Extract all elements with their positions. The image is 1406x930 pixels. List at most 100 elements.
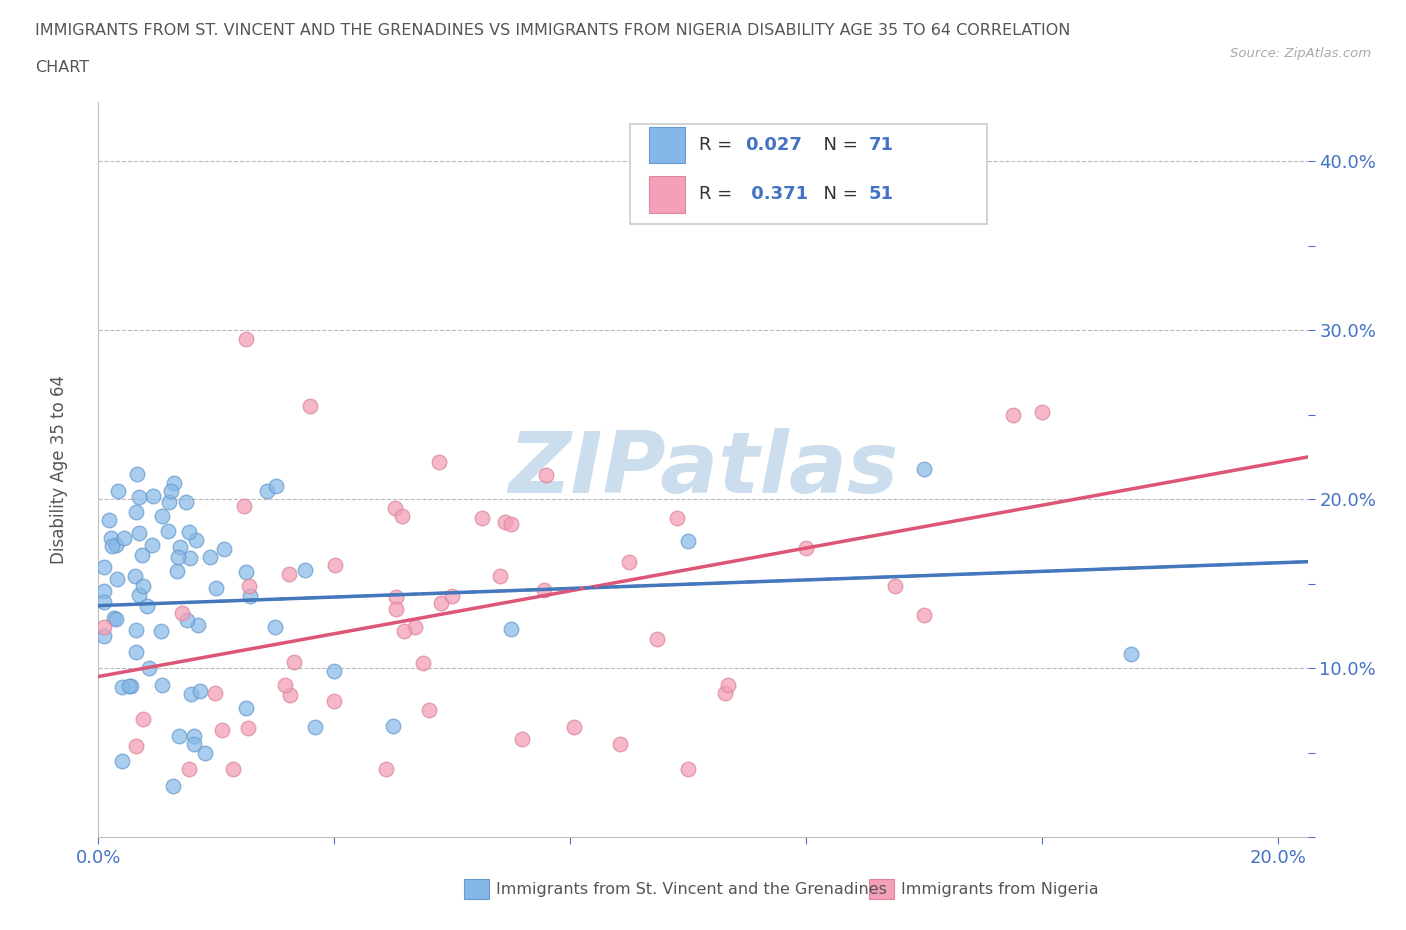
Point	[177, 762, 200, 777]
Point	[375, 762, 398, 777]
Text: R =: R =	[699, 185, 738, 203]
Point	[100, 530, 122, 545]
Point	[912, 461, 935, 476]
Point	[501, 622, 523, 637]
Text: Source: ZipAtlas.com: Source: ZipAtlas.com	[1230, 46, 1371, 60]
Bar	[648, 126, 685, 164]
Point	[150, 509, 173, 524]
Point	[264, 619, 287, 634]
Point	[665, 511, 688, 525]
Point	[678, 533, 700, 548]
Point	[323, 663, 346, 678]
Point	[533, 583, 555, 598]
Point	[1031, 405, 1053, 419]
Point	[110, 680, 132, 695]
Point	[645, 631, 668, 646]
Point	[382, 719, 405, 734]
Point	[93, 629, 115, 644]
Point	[304, 720, 326, 735]
Point	[142, 488, 165, 503]
Point	[239, 589, 262, 604]
Point	[678, 762, 700, 777]
Point	[912, 607, 935, 622]
Point	[222, 762, 245, 777]
Point	[128, 489, 150, 504]
Text: Immigrants from Nigeria: Immigrants from Nigeria	[901, 882, 1099, 897]
Point	[385, 590, 408, 604]
Point	[323, 558, 346, 573]
Point	[441, 589, 464, 604]
Point	[105, 572, 128, 587]
Point	[125, 738, 148, 753]
Text: 51: 51	[869, 185, 894, 203]
Point	[93, 559, 115, 574]
Point	[93, 594, 115, 609]
Point	[172, 605, 194, 620]
Point	[176, 613, 198, 628]
Point	[212, 542, 235, 557]
Text: 0.371: 0.371	[745, 185, 808, 203]
Point	[163, 476, 186, 491]
Point	[194, 745, 217, 760]
Point	[510, 732, 533, 747]
Point	[204, 686, 226, 701]
Text: Immigrants from St. Vincent and the Grenadines: Immigrants from St. Vincent and the Gren…	[496, 882, 887, 897]
Bar	[648, 176, 685, 213]
Point	[103, 610, 125, 625]
Point	[111, 753, 134, 768]
Point	[273, 678, 295, 693]
Point	[264, 479, 287, 494]
Point	[211, 723, 233, 737]
Point	[186, 533, 208, 548]
Bar	[464, 879, 489, 899]
Point	[322, 694, 344, 709]
Point	[156, 524, 179, 538]
Point	[141, 538, 163, 552]
Point	[124, 568, 146, 583]
Point	[256, 484, 278, 498]
Point	[394, 624, 416, 639]
Point	[278, 688, 301, 703]
Point	[160, 484, 183, 498]
Point	[93, 584, 115, 599]
Point	[166, 564, 188, 578]
Point	[198, 550, 221, 565]
Point	[125, 504, 148, 519]
Point	[714, 686, 737, 701]
Point	[125, 622, 148, 637]
Point	[534, 467, 557, 482]
Point	[183, 728, 205, 743]
Point	[205, 580, 228, 595]
Point	[233, 498, 256, 513]
Point	[294, 563, 316, 578]
Bar	[869, 879, 894, 899]
Point	[179, 551, 201, 565]
Text: 0.027: 0.027	[745, 136, 803, 153]
Point	[138, 661, 160, 676]
Point	[794, 540, 817, 555]
Text: N =: N =	[811, 136, 863, 153]
Point	[132, 711, 155, 726]
Point	[132, 578, 155, 593]
Point	[716, 678, 738, 693]
Point	[238, 578, 260, 593]
Point	[177, 525, 200, 539]
Point	[187, 618, 209, 632]
Point	[188, 684, 211, 698]
Point	[235, 565, 257, 579]
Point	[125, 644, 148, 659]
Point	[107, 484, 129, 498]
Point	[418, 703, 440, 718]
Point	[127, 467, 149, 482]
Text: N =: N =	[811, 185, 863, 203]
Point	[136, 599, 159, 614]
Point	[299, 399, 322, 414]
Point	[609, 737, 631, 751]
Y-axis label: Disability Age 35 to 64: Disability Age 35 to 64	[51, 375, 69, 565]
Point	[157, 494, 180, 509]
Point	[167, 550, 190, 565]
Point	[404, 619, 426, 634]
Point	[128, 525, 150, 540]
Point	[412, 656, 434, 671]
Point	[131, 548, 153, 563]
